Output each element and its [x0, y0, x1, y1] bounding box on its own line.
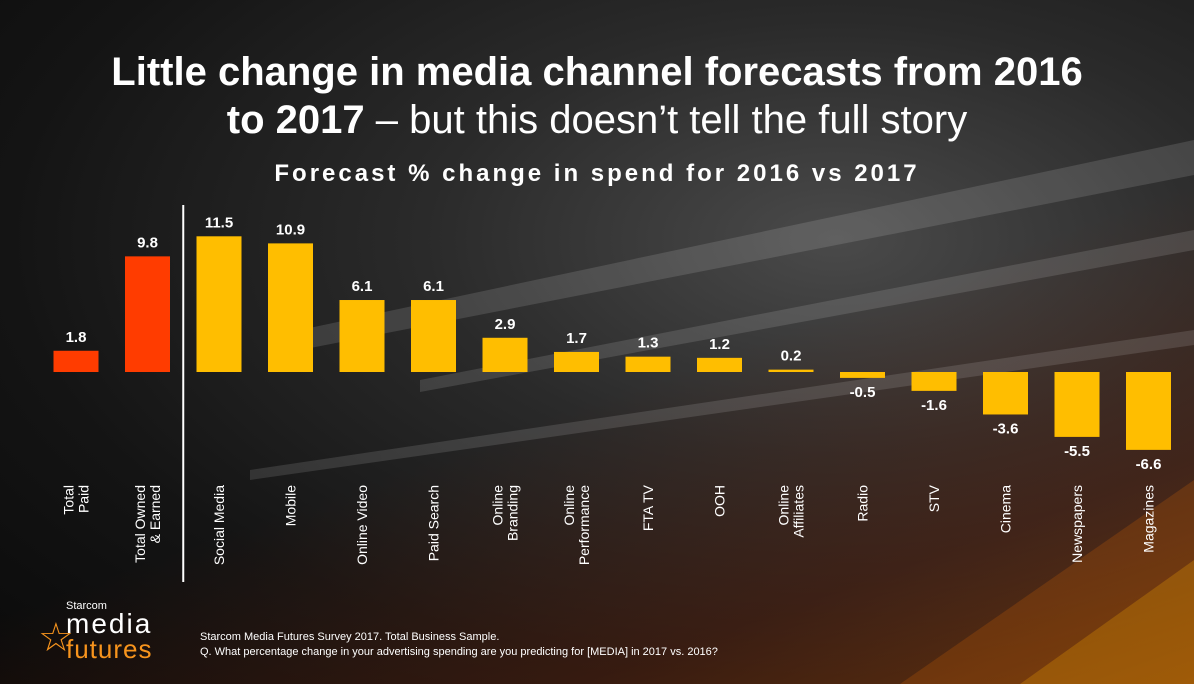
category-label-line: & Earned [147, 485, 163, 543]
bar [411, 300, 456, 372]
category-label-line: Social Media [211, 485, 227, 565]
category-label: Radio [855, 485, 871, 522]
logo-media-text: media [66, 608, 153, 639]
data-label: -6.6 [1136, 456, 1162, 473]
category-label: Total Owned & Earned [132, 485, 163, 563]
category-label-line: Total [61, 485, 77, 515]
logo-starcom-text: Starcom [66, 600, 107, 612]
category-label-line: Mobile [283, 485, 299, 526]
category-label-line: OOH [712, 485, 728, 517]
category-label-line: Newspapers [1069, 485, 1085, 563]
category-label-line: Paid [76, 485, 92, 513]
data-label: -5.5 [1064, 443, 1090, 460]
bar [768, 369, 814, 372]
data-label: 9.8 [137, 234, 158, 251]
category-label: Online Branding [490, 485, 521, 541]
data-label: 1.7 [566, 330, 587, 347]
bar [840, 372, 885, 378]
bar [697, 357, 742, 372]
category-label: Paid Search [426, 485, 442, 561]
bar [625, 356, 671, 372]
page-title: Little change in media channel forecasts… [0, 48, 1194, 144]
bar [196, 236, 242, 372]
category-label: STV [926, 484, 942, 512]
category-label: Newspapers [1069, 485, 1085, 563]
title-bold-line2: to 2017 [226, 98, 365, 142]
bar [125, 256, 170, 372]
source-note: Starcom Media Futures Survey 2017. Total… [200, 630, 718, 660]
data-label: 1.3 [638, 335, 659, 352]
category-label-line: FTA TV [640, 484, 656, 531]
category-label: Cinema [998, 485, 1014, 533]
data-label: 6.1 [423, 278, 444, 295]
category-label-line: Online [561, 485, 577, 526]
bar [482, 337, 528, 372]
title-bold-line1: Little change in media channel forecasts… [111, 50, 1083, 94]
bar [1126, 372, 1171, 450]
source-line-1: Starcom Media Futures Survey 2017. Total… [200, 631, 500, 643]
category-label-line: Total Owned [132, 485, 148, 563]
category-label: Magazines [1141, 485, 1157, 553]
category-label-line: Online Video [354, 485, 370, 565]
bar [53, 350, 99, 372]
category-label: Mobile [283, 485, 299, 526]
category-label-line: Paid Search [426, 485, 442, 561]
data-label: 1.8 [66, 329, 87, 346]
star-icon: ☆ [38, 616, 74, 660]
bar [911, 372, 957, 391]
starcom-media-futures-logo: ☆ Starcom media futures [38, 600, 178, 664]
category-label: Online Performance [561, 485, 592, 565]
category-label-line: Magazines [1141, 485, 1157, 553]
category-label-line: Online [490, 485, 506, 526]
data-label: -1.6 [921, 397, 947, 414]
data-label: 11.5 [205, 214, 233, 231]
data-label: 0.2 [781, 348, 802, 365]
bar [268, 243, 313, 372]
category-label: Social Media [211, 485, 227, 565]
data-label: 10.9 [276, 221, 305, 238]
bar [1054, 372, 1100, 437]
chart-title: Forecast % change in spend for 2016 vs 2… [274, 160, 920, 187]
category-label-line: STV [926, 484, 942, 512]
data-label: 6.1 [352, 278, 373, 295]
bar [339, 300, 385, 372]
category-label: Online Video [354, 485, 370, 565]
category-label-line: Cinema [998, 485, 1014, 533]
source-line-2: Q. What percentage change in your advert… [200, 646, 718, 658]
bar [983, 372, 1028, 415]
bar [554, 351, 599, 372]
category-label: Online Affiliates [776, 485, 807, 538]
data-label: -0.5 [850, 384, 876, 401]
category-label-line: Affiliates [791, 485, 807, 538]
category-label-line: Performance [576, 485, 592, 565]
category-label-line: Branding [505, 485, 521, 541]
category-label: OOH [712, 485, 728, 517]
category-label-line: Online [776, 485, 792, 526]
category-label: FTA TV [640, 484, 656, 531]
category-label-line: Radio [855, 485, 871, 522]
data-label: 2.9 [495, 316, 516, 333]
category-label: Total Paid [61, 485, 92, 515]
title-light: – but this doesn’t tell the full story [364, 98, 968, 142]
data-label: -3.6 [993, 420, 1019, 437]
logo-futures-text: futures [66, 634, 153, 664]
data-label: 1.2 [709, 336, 730, 353]
